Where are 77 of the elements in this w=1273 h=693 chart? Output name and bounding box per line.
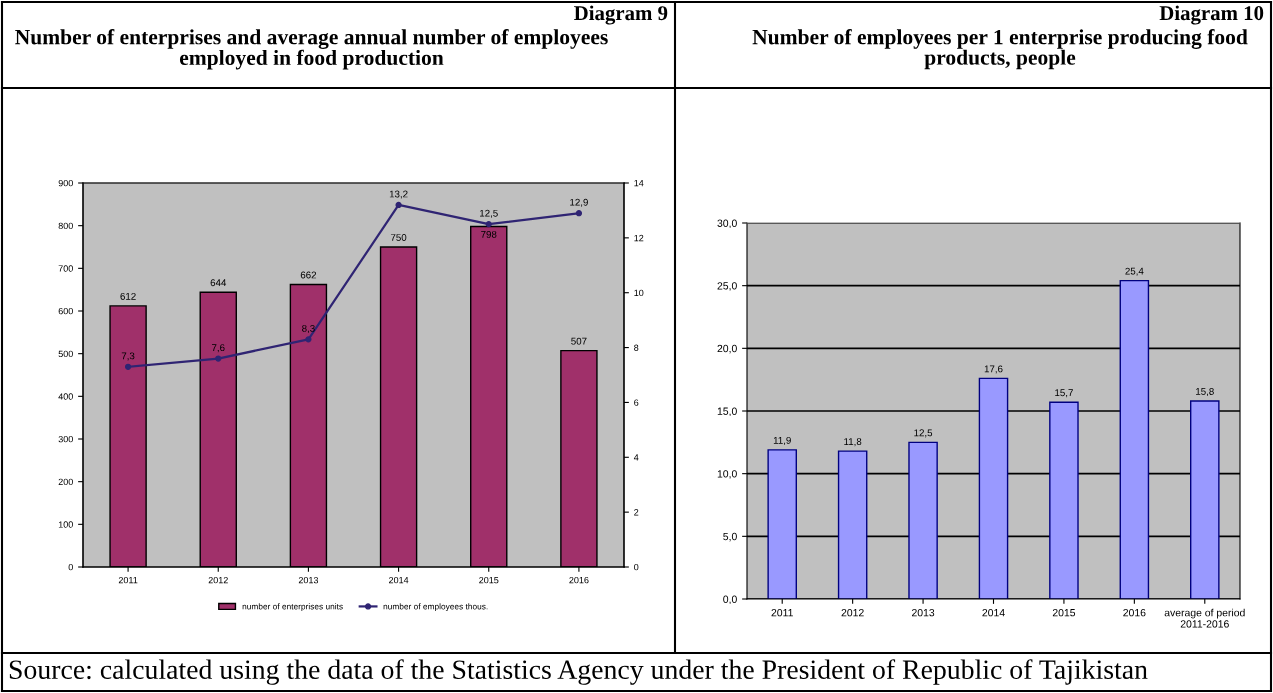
x-tick-label: 2014 — [389, 576, 409, 584]
y-tick-label: 10,0 — [717, 470, 737, 479]
y-tick-label: 200 — [58, 478, 73, 486]
x-tick-label: 2012 — [841, 609, 864, 617]
y-tick-label: 900 — [58, 179, 73, 187]
y-tick-label: 700 — [58, 265, 73, 272]
data-label: 8,3 — [302, 324, 315, 334]
y2-tick-label: 12 — [634, 234, 644, 242]
y-tick-label: 30,0 — [717, 219, 737, 229]
data-label: 12,5 — [480, 209, 498, 218]
y-tick-label: 0 — [68, 563, 73, 571]
y-tick-label: 25,0 — [717, 282, 737, 291]
y-tick-label: 15,0 — [717, 407, 737, 417]
data-label: 13,2 — [389, 190, 408, 199]
x-tick-label: 2015 — [479, 576, 499, 584]
y2-tick-label: 14 — [634, 180, 644, 187]
data-label: 11,8 — [844, 438, 862, 447]
y-tick-label: 100 — [58, 521, 73, 528]
chart-title: Number of employees per 1 enterprise producing food products, people — [752, 29, 1248, 70]
legend-label: number of employees thous. — [383, 603, 488, 612]
point — [305, 336, 312, 343]
y-tick-label: 5,0 — [723, 532, 737, 542]
x-tick-label: average of period 2011-2016 — [1164, 608, 1245, 628]
y-tick-label: 20,0 — [717, 344, 737, 354]
y2-tick-label: 6 — [634, 399, 639, 406]
data-label: 17,6 — [984, 365, 1003, 374]
y2-tick-label: 2 — [634, 509, 639, 516]
chart-title: Number of enterprises and average annual number of employees employed in food production — [15, 29, 608, 70]
x-tick-label: 2014 — [982, 609, 1005, 617]
text: Diagram 9 — [574, 5, 668, 25]
legend-label: number of enterprises units — [242, 603, 343, 612]
data-label: 12,5 — [914, 429, 933, 438]
bar — [978, 377, 1009, 599]
y-tick-label: 300 — [58, 435, 73, 443]
point — [575, 210, 583, 217]
bar — [1190, 400, 1220, 599]
point — [485, 221, 492, 228]
point — [124, 363, 132, 370]
y2-tick-label: 0 — [634, 563, 639, 571]
bar — [1049, 401, 1079, 599]
data-label: 644 — [210, 279, 227, 287]
x-tick-label: 2011 — [771, 609, 793, 617]
y2-tick-label: 10 — [634, 289, 644, 297]
text: Diagram 10 — [1159, 5, 1264, 25]
data-label: 662 — [300, 271, 317, 279]
x-tick-label: 2016 — [569, 576, 589, 584]
point — [395, 201, 402, 209]
data-label: 11,9 — [773, 436, 791, 445]
bar — [837, 450, 868, 599]
data-label: 507 — [571, 337, 587, 345]
data-label: 7,3 — [121, 352, 135, 361]
y-tick-label: 0,0 — [723, 595, 737, 605]
y-tick-label: 600 — [58, 307, 73, 315]
bar — [908, 441, 938, 599]
data-label: 798 — [481, 230, 497, 238]
bar — [1119, 279, 1150, 599]
data-label: 750 — [390, 234, 407, 241]
data-label: 25,4 — [1125, 267, 1144, 276]
point — [215, 355, 222, 362]
data-label: 612 — [120, 292, 136, 300]
data-label: 15,7 — [1055, 389, 1073, 398]
x-tick-label: 2011 — [118, 576, 138, 584]
data-label: 12,9 — [570, 198, 588, 207]
y-tick-label: 400 — [58, 393, 73, 400]
data-label: 7,6 — [211, 344, 225, 353]
y2-tick-label: 8 — [634, 344, 639, 351]
y-tick-label: 800 — [58, 222, 73, 230]
x-tick-label: 2013 — [298, 576, 319, 584]
x-tick-label: 2015 — [1052, 609, 1076, 617]
x-tick-label: 2013 — [912, 609, 935, 617]
y-tick-label: 500 — [58, 350, 73, 358]
source-note: Source: calculated using the data of the Statistics Agency under the President of Republic of Tajikistan — [9, 659, 1148, 685]
x-tick-label: 2016 — [1123, 609, 1146, 617]
x-tick-label: 2012 — [208, 576, 228, 584]
y2-tick-label: 4 — [633, 454, 639, 461]
data-label: 15,8 — [1196, 388, 1214, 397]
bar — [767, 449, 797, 599]
